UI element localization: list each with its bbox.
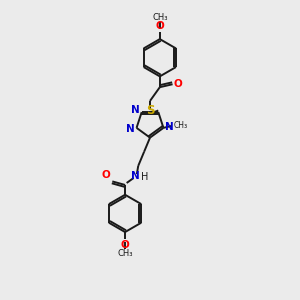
Text: H: H [141, 172, 149, 182]
Text: N: N [126, 124, 135, 134]
Text: N: N [165, 122, 174, 132]
Text: O: O [121, 240, 129, 250]
Text: O: O [174, 79, 183, 89]
Text: S: S [146, 104, 154, 117]
Text: CH₃: CH₃ [117, 249, 133, 258]
Text: O: O [102, 170, 111, 180]
Text: N: N [131, 171, 140, 181]
Text: O: O [155, 21, 164, 31]
Text: N: N [131, 106, 140, 116]
Text: CH₃: CH₃ [173, 122, 188, 130]
Text: CH₃: CH₃ [152, 13, 168, 22]
